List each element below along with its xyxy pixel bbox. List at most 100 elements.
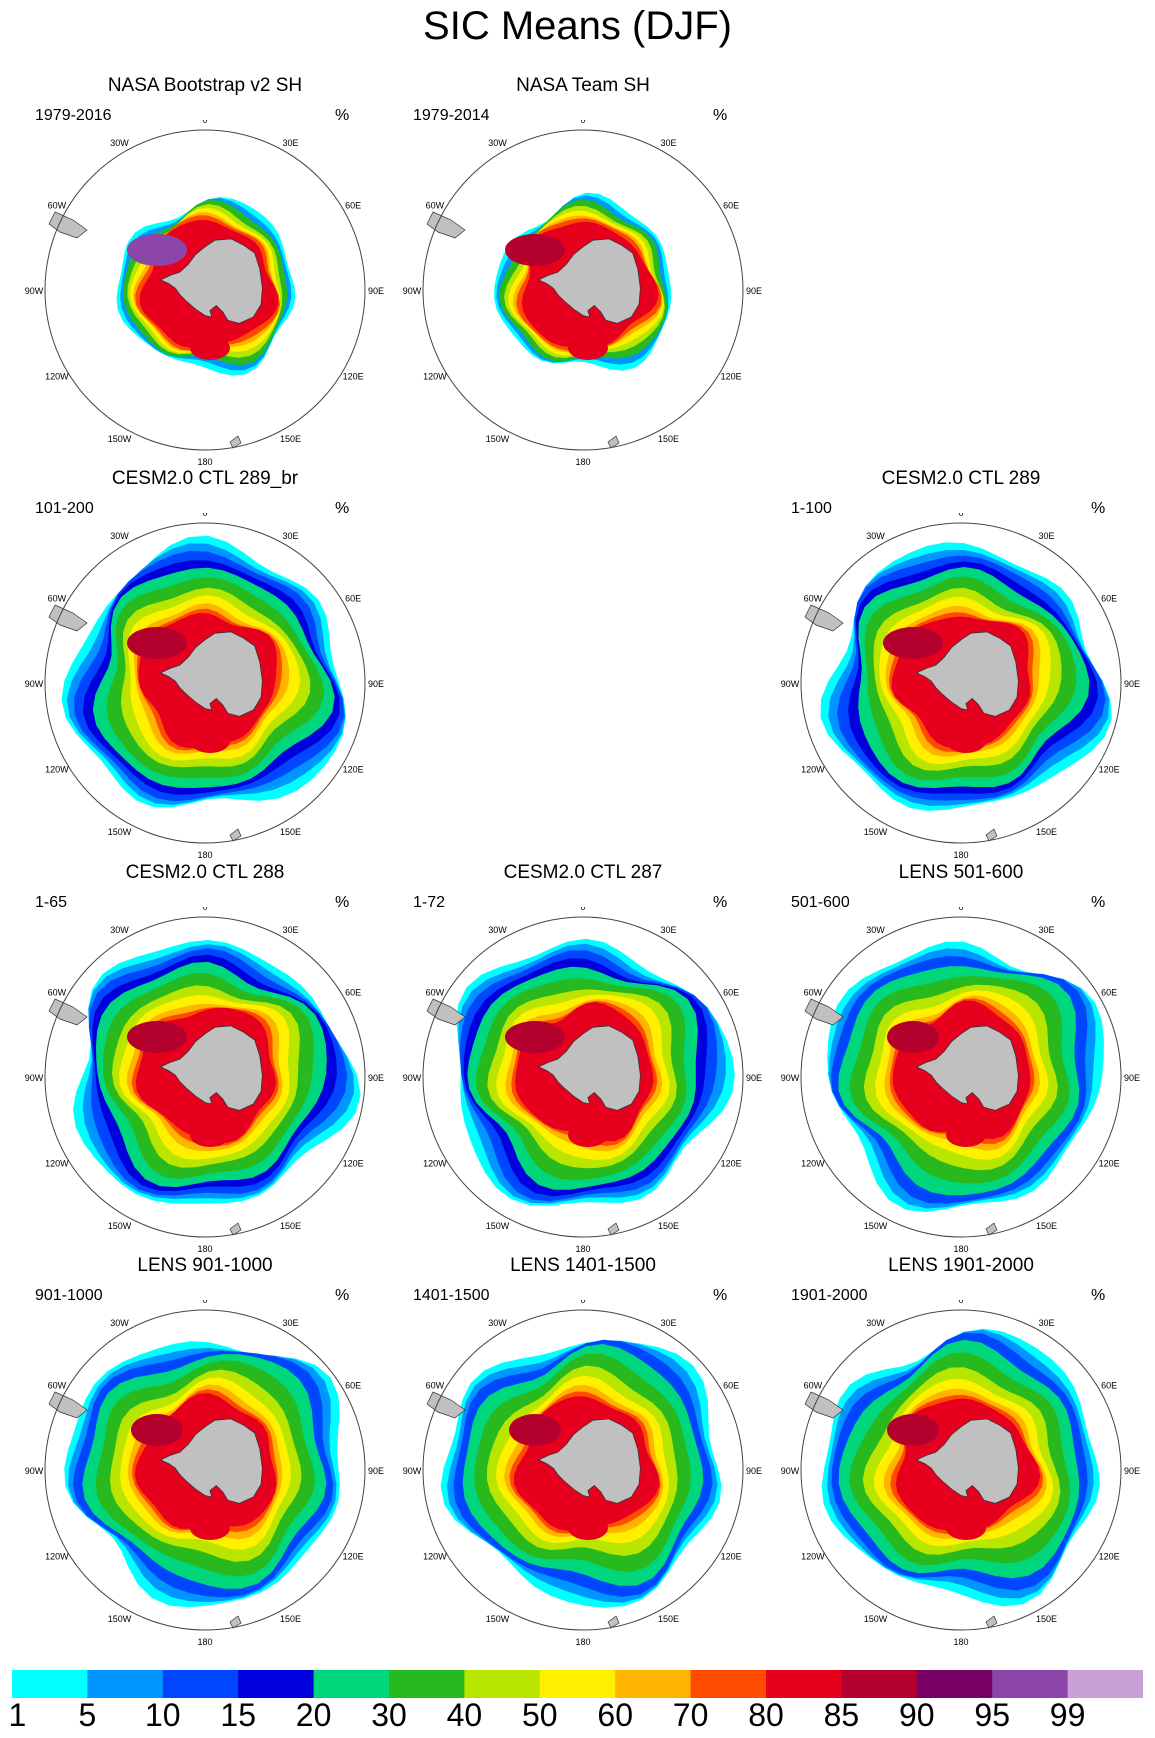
longitude-label: 60E [345, 201, 361, 211]
map-panel: CESM2.0 CTL 289_br 101-200% 0 30E 60E 90E 120E… [5, 468, 405, 888]
longitude-label: 120W [423, 372, 447, 382]
weddell-ice-patch [127, 234, 187, 266]
longitude-label: 0 [202, 513, 207, 518]
longitude-label: 120W [45, 1159, 69, 1169]
map-boundary-circle [800, 916, 1122, 1238]
longitude-label: 120E [1099, 1552, 1120, 1562]
colorbar-segment [992, 1670, 1069, 1698]
polar-map: 0 30E 60E 90E 120E 150E 180 150W 120W 90W 60W 30W [403, 1300, 762, 1647]
panel-period: 1401-1500 [413, 1287, 490, 1304]
south-america-landmass [426, 211, 466, 239]
polar-map: 0 30E 60E 90E 120E 150E 180 150W 120W 90W 60W 30W [25, 907, 384, 1254]
antarctica-landmass [537, 1418, 641, 1504]
ross-ice-patch [190, 1123, 230, 1147]
longitude-label: 150W [864, 827, 888, 837]
ross-ice-patch [190, 336, 230, 360]
colorbar-segment [766, 1670, 842, 1698]
new-zealand-landmass [985, 828, 998, 842]
panel-title: LENS 1901-2000 [888, 1255, 1034, 1276]
colorbar-tick-label: 95 [974, 1697, 1010, 1733]
new-zealand-landmass [985, 1222, 998, 1236]
longitude-label: 150E [658, 1221, 679, 1231]
antarctica-landmass [159, 631, 263, 717]
antarctica-landmass [915, 1025, 1019, 1111]
longitude-label: 120W [423, 1159, 447, 1169]
new-zealand-landmass [607, 1222, 620, 1236]
polar-map: 0 30E 60E 90E 120E 150E 180 150W 120W 90W 60W 30W [25, 1300, 384, 1647]
longitude-label: 120W [423, 1552, 447, 1562]
longitude-label: 90W [403, 1073, 422, 1083]
colorbar-tick-label: 50 [522, 1697, 558, 1733]
panel-period: 1-72 [413, 894, 446, 911]
colorbar-segment [615, 1670, 692, 1698]
longitude-label: 60W [48, 594, 67, 604]
longitude-label: 30E [282, 138, 298, 148]
longitude-label: 180 [197, 850, 212, 860]
longitude-label: 60E [1101, 988, 1117, 998]
panel-title: CESM2.0 CTL 289 [881, 468, 1041, 489]
longitude-label: 150W [486, 1221, 510, 1231]
longitude-label: 150W [108, 1221, 132, 1231]
longitude-label: 150W [864, 1221, 888, 1231]
map-panel: NASA Bootstrap v2 SH 1979-2016% 0 30E 60E 90E… [5, 75, 405, 495]
polar-map: 0 30E 60E 90E 120E 150E 180 150W 120W 90W 60W 30W [25, 513, 384, 860]
colorbar-segment [539, 1670, 616, 1698]
weddell-ice-patch [887, 1414, 939, 1446]
weddell-ice-patch [883, 627, 943, 659]
longitude-label: 120W [45, 1552, 69, 1562]
colorbar-tick-label: 1 [8, 1697, 27, 1733]
south-america-landmass [804, 604, 844, 632]
longitude-label: 120E [721, 372, 742, 382]
longitude-label: 150E [280, 1221, 301, 1231]
longitude-label: 150E [658, 1614, 679, 1624]
panel-unit: % [713, 894, 728, 911]
longitude-label: 150E [280, 827, 301, 837]
weddell-ice-patch [127, 1021, 187, 1053]
panel-unit: % [335, 894, 350, 911]
colorbar-segment [841, 1670, 918, 1698]
ross-ice-patch [568, 1123, 608, 1147]
longitude-label: 60E [723, 988, 739, 998]
colorbar-tick-label: 85 [823, 1697, 860, 1733]
antarctica-landmass [537, 238, 641, 324]
longitude-label: 120E [343, 1159, 364, 1169]
map-panel: LENS 501-600 501-600% 0 30E 60E 90E 120E 150E 18… [761, 862, 1155, 1282]
polar-map: 0 30E 60E 90E 120E 150E 180 150W 120W 90W 60W 30W [781, 907, 1140, 1254]
colorbar-tick-label: 90 [899, 1697, 935, 1733]
longitude-label: 30W [110, 138, 129, 148]
longitude-label: 150W [486, 434, 510, 444]
map-boundary-circle [44, 129, 366, 451]
colorbar-segment [162, 1670, 239, 1698]
longitude-label: 0 [958, 513, 963, 518]
longitude-label: 150E [1036, 1614, 1057, 1624]
longitude-label: 90E [368, 1466, 384, 1476]
longitude-label: 90E [746, 1466, 762, 1476]
new-zealand-landmass [607, 1615, 620, 1629]
panel-title: LENS 901-1000 [137, 1255, 273, 1276]
antarctica-landmass [159, 1418, 263, 1504]
longitude-label: 30E [282, 925, 298, 935]
longitude-label: 90E [746, 1073, 762, 1083]
longitude-label: 90E [368, 679, 384, 689]
longitude-label: 30E [282, 531, 298, 541]
south-america-landmass [426, 998, 466, 1026]
longitude-label: 60E [723, 1381, 739, 1391]
colorbar-tick-label: 30 [371, 1697, 407, 1733]
longitude-label: 90W [403, 286, 422, 296]
longitude-label: 60W [426, 201, 445, 211]
new-zealand-landmass [985, 1615, 998, 1629]
longitude-label: 90E [1124, 679, 1140, 689]
longitude-label: 60W [426, 1381, 445, 1391]
longitude-label: 120W [801, 765, 825, 775]
map-panel: CESM2.0 CTL 287 1-72% 0 30E 60E 90E 120E 150E 18… [383, 862, 783, 1282]
panel-title: NASA Bootstrap v2 SH [107, 75, 303, 96]
weddell-ice-patch [505, 1021, 565, 1053]
antarctica-landmass [537, 1025, 641, 1111]
longitude-label: 90E [1124, 1466, 1140, 1476]
panel-unit: % [1091, 500, 1106, 517]
colorbar-tick-label: 40 [446, 1697, 483, 1733]
colorbar-tick-label: 5 [78, 1697, 97, 1733]
longitude-label: 90W [781, 679, 800, 689]
map-boundary-circle [44, 1309, 366, 1631]
longitude-label: 30E [660, 925, 676, 935]
